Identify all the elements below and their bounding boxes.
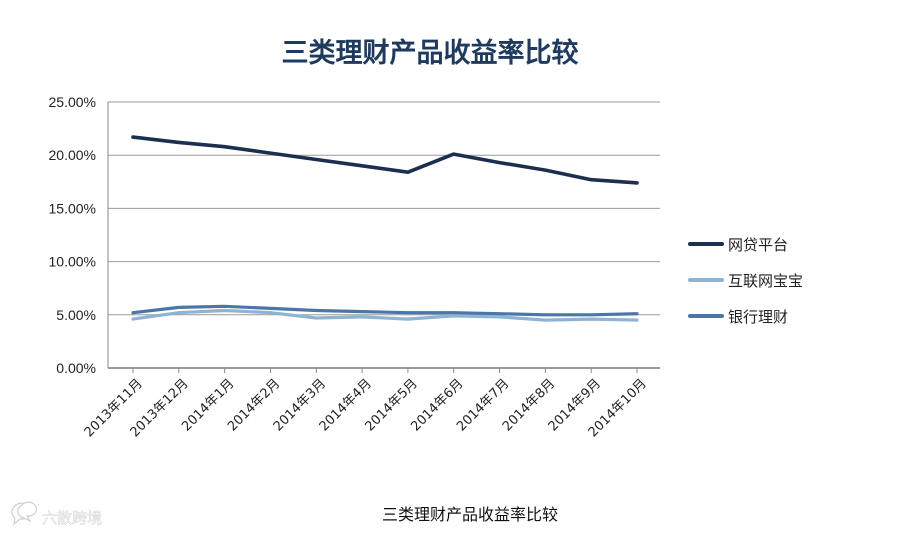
watermark: 六散跨境 (11, 501, 102, 527)
series-lines (131, 135, 639, 322)
y-tick-label: 15.00% (49, 200, 96, 216)
y-tick-label: 0.00% (56, 360, 96, 376)
legend-label: 互联网宝宝 (728, 272, 803, 290)
x-axis-ticks: 2013年11月2013年12月2014年1月2014年2月2014年3月201… (82, 368, 650, 440)
series-line (131, 135, 639, 185)
y-axis-ticks: 0.00% 5.00% 10.00% 15.00% 20.00% 25.00% (49, 94, 96, 376)
y-tick-label: 25.00% (49, 94, 96, 110)
y-tick-label: 5.00% (56, 307, 96, 323)
legend-label: 银行理财 (728, 308, 788, 326)
series-line (131, 304, 639, 317)
series-line (131, 308, 639, 322)
y-tick-label: 20.00% (49, 147, 96, 163)
chart-title: 三类理财产品收益率比较 (282, 37, 579, 69)
chart-caption: 三类理财产品收益率比较 (382, 505, 558, 524)
speech-bubble-icon (11, 501, 38, 526)
y-tick-label: 10.00% (49, 254, 96, 270)
legend-label: 网贷平台 (728, 236, 788, 254)
gridlines (107, 101, 660, 369)
watermark-text: 六散跨境 (42, 509, 102, 527)
